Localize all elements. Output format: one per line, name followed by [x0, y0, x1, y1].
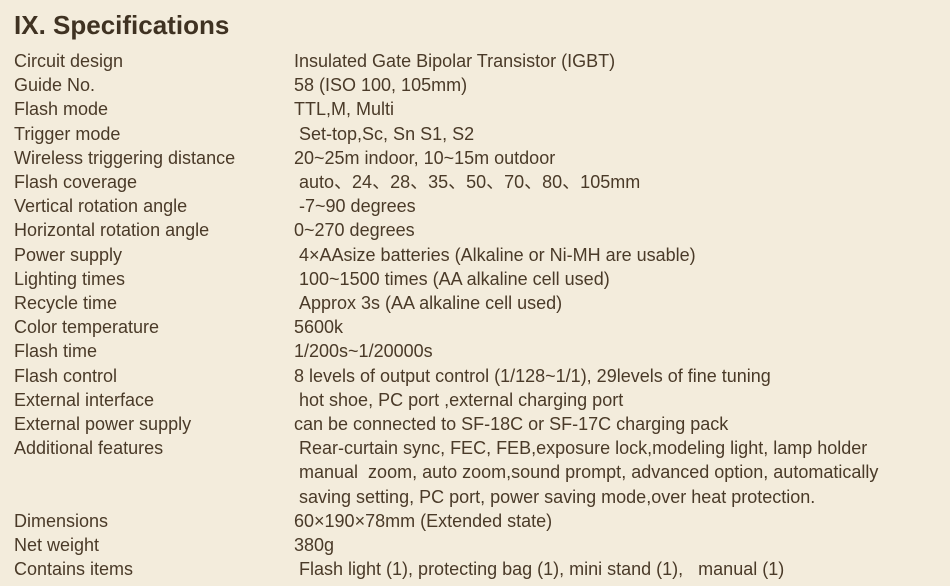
spec-row: Lighting times 100~1500 times (AA alkali…	[14, 267, 936, 291]
spec-label: Flash coverage	[14, 170, 294, 194]
spec-label: Flash control	[14, 364, 294, 388]
spec-row: Vertical rotation angle -7~90 degrees	[14, 194, 936, 218]
spec-label: External power supply	[14, 412, 294, 436]
spec-row: Power supply 4×AAsize batteries (Alkalin…	[14, 243, 936, 267]
spec-value: auto、24、28、35、50、70、80、105mm	[294, 170, 936, 194]
spec-row: Flash time1/200s~1/20000s	[14, 339, 936, 363]
spec-value: 8 levels of output control (1/128~1/1), …	[294, 364, 936, 388]
spec-label: Lighting times	[14, 267, 294, 291]
spec-row: Contains items Flash light (1), protecti…	[14, 557, 936, 581]
spec-value: -7~90 degrees	[294, 194, 936, 218]
spec-value: 20~25m indoor, 10~15m outdoor	[294, 146, 936, 170]
spec-label: Dimensions	[14, 509, 294, 533]
spec-label: Flash mode	[14, 97, 294, 121]
spec-value: Flash light (1), protecting bag (1), min…	[294, 557, 936, 581]
spec-row: Guide No.58 (ISO 100, 105mm)	[14, 73, 936, 97]
spec-row: Flash coverage auto、24、28、35、50、70、80、10…	[14, 170, 936, 194]
spec-label: Circuit design	[14, 49, 294, 73]
spec-label: Vertical rotation angle	[14, 194, 294, 218]
spec-row: Wireless triggering distance20~25m indoo…	[14, 146, 936, 170]
spec-value: Rear-curtain sync, FEC, FEB,exposure loc…	[294, 436, 936, 509]
spec-value: Approx 3s (AA alkaline cell used)	[294, 291, 936, 315]
spec-value: 4×AAsize batteries (Alkaline or Ni-MH ar…	[294, 243, 936, 267]
section-title: IX. Specifications	[14, 10, 936, 41]
spec-value: Insulated Gate Bipolar Transistor (IGBT)	[294, 49, 936, 73]
spec-row: Flash modeTTL,M, Multi	[14, 97, 936, 121]
spec-label: Additional features	[14, 436, 294, 460]
spec-label: Contains items	[14, 557, 294, 581]
spec-row: Color temperature5600k	[14, 315, 936, 339]
spec-value: TTL,M, Multi	[294, 97, 936, 121]
spec-label: Guide No.	[14, 73, 294, 97]
spec-row: Recycle time Approx 3s (AA alkaline cell…	[14, 291, 936, 315]
spec-value: 60×190×78mm (Extended state)	[294, 509, 936, 533]
spec-row: Horizontal rotation angle0~270 degrees	[14, 218, 936, 242]
spec-label: Flash time	[14, 339, 294, 363]
spec-label: External interface	[14, 388, 294, 412]
spec-value: hot shoe, PC port ,external charging por…	[294, 388, 936, 412]
spec-value: 100~1500 times (AA alkaline cell used)	[294, 267, 936, 291]
spec-table: Circuit designInsulated Gate Bipolar Tra…	[14, 49, 936, 581]
spec-label: Net weight	[14, 533, 294, 557]
spec-value: 1/200s~1/20000s	[294, 339, 936, 363]
spec-value: 0~270 degrees	[294, 218, 936, 242]
spec-row: Flash control8 levels of output control …	[14, 364, 936, 388]
spec-row: Trigger mode Set-top,Sc, Sn S1, S2	[14, 122, 936, 146]
spec-value: Set-top,Sc, Sn S1, S2	[294, 122, 936, 146]
spec-label: Wireless triggering distance	[14, 146, 294, 170]
spec-value: can be connected to SF-18C or SF-17C cha…	[294, 412, 936, 436]
spec-label: Color temperature	[14, 315, 294, 339]
spec-value: 380g	[294, 533, 936, 557]
spec-row: External interface hot shoe, PC port ,ex…	[14, 388, 936, 412]
spec-label: Trigger mode	[14, 122, 294, 146]
spec-row: Dimensions60×190×78mm (Extended state)	[14, 509, 936, 533]
spec-row: Additional features Rear-curtain sync, F…	[14, 436, 936, 509]
spec-row: External power supplycan be connected to…	[14, 412, 936, 436]
spec-label: Recycle time	[14, 291, 294, 315]
spec-row: Circuit designInsulated Gate Bipolar Tra…	[14, 49, 936, 73]
spec-page: IX. Specifications Circuit designInsulat…	[0, 0, 950, 581]
spec-label: Power supply	[14, 243, 294, 267]
spec-label: Horizontal rotation angle	[14, 218, 294, 242]
spec-value: 5600k	[294, 315, 936, 339]
spec-row: Net weight380g	[14, 533, 936, 557]
spec-value: 58 (ISO 100, 105mm)	[294, 73, 936, 97]
